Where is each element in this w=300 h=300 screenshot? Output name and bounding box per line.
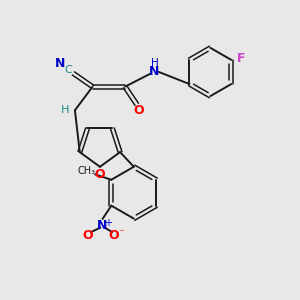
Text: +: + <box>104 218 112 228</box>
Text: O: O <box>133 104 143 117</box>
Text: O: O <box>82 229 92 242</box>
Text: F: F <box>237 52 245 65</box>
Text: O: O <box>94 168 105 181</box>
Text: H: H <box>61 105 70 115</box>
Text: N: N <box>55 57 65 70</box>
Text: CH₃: CH₃ <box>77 167 95 176</box>
Text: N: N <box>149 65 160 79</box>
Text: O: O <box>108 229 119 242</box>
Text: C: C <box>64 65 72 75</box>
Text: N: N <box>97 219 108 232</box>
Text: ⁻: ⁻ <box>118 229 124 238</box>
Text: H: H <box>151 58 158 68</box>
